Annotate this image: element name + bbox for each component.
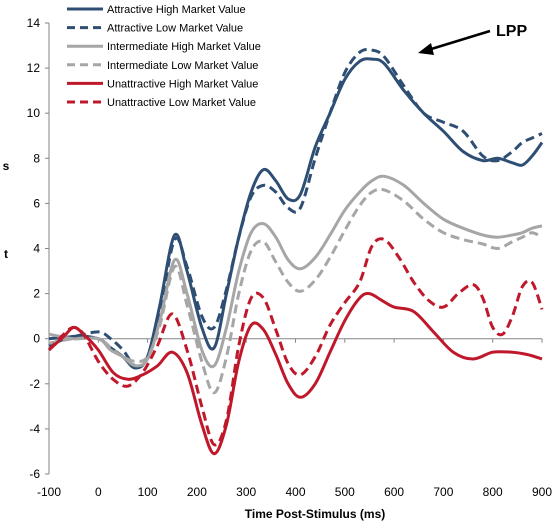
x-tick-label: 300 [236,485,256,499]
y-tick-label: 10 [27,106,41,120]
series-line-intermediate-low-market-value [48,187,543,395]
x-tick-label: 700 [433,485,453,499]
legend-label: Intermediate Low Market Value [107,60,258,72]
y-tick-label: 6 [33,196,40,210]
series-line-intermediate-high-market-value [48,174,543,369]
lpp-annotation-label: LPP [496,23,527,40]
y-tick-label: 2 [33,287,40,301]
y-tick-label: 8 [33,151,40,165]
axes: -6 -4 -2 0 2 4 6 8 10 12 14 -100 0 100 200 300 400 500 600… [27,16,553,499]
y-axis-title-secondary: s [3,159,10,173]
x-tick-label: 800 [483,485,503,499]
x-axis-title: Time Post-Stimulus (ms) [245,507,385,521]
y-axis-title: t [4,247,8,261]
x-tick-label: 100 [138,485,158,499]
x-tick-label: 200 [187,485,207,499]
y-tick-label: 0 [33,332,40,346]
y-tick-label: 4 [33,242,40,256]
series-line-unattractive-high-market-value [47,291,543,456]
legend-label: Intermediate High Market Value [107,41,261,53]
x-tick-label: 900 [532,485,552,499]
legend-label: Attractive High Market Value [107,4,246,16]
series-lines [47,47,544,456]
legend-label: Unattractive Low Market Value [107,97,256,109]
y-tick-label: -2 [29,377,40,391]
legend: Attractive High Market Value Attractive L… [67,4,261,109]
x-tick-label: 600 [384,485,404,499]
y-tick-label: -4 [29,422,40,436]
x-tick-label: 400 [285,485,305,499]
y-tick-label: 12 [27,61,41,75]
x-tick-label: -100 [37,485,61,499]
lpp-annotation-arrow [418,29,491,55]
x-tick-label: 0 [95,485,102,499]
legend-label: Attractive Low Market Value [107,23,243,35]
y-tick-label: 14 [27,16,41,30]
legend-label: Unattractive High Market Value [107,78,258,90]
x-tick-label: 500 [335,485,355,499]
y-tick-label: -6 [29,467,40,481]
